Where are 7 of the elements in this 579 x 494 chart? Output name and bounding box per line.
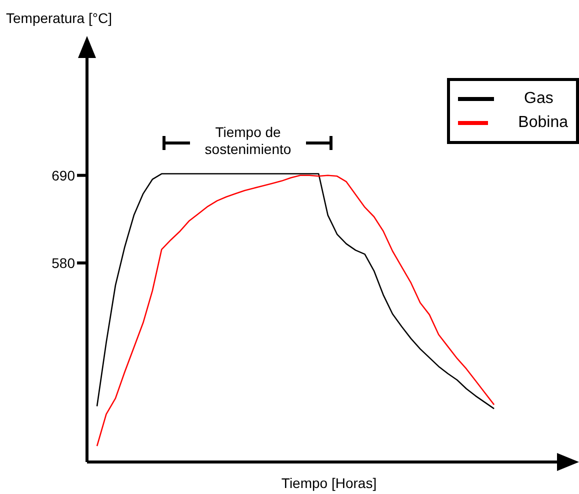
annotation: Tiempo de sostenimiento <box>204 124 292 158</box>
y-axis-title: Temperatura [°C] <box>6 10 112 26</box>
legend-label: Bobina <box>518 114 568 132</box>
x-axis-title: Tiempo [Horas] <box>281 475 377 491</box>
y-tick-label: 580 <box>52 254 76 271</box>
y-tick-label: 690 <box>52 167 76 184</box>
legend-label: Gas <box>524 90 554 108</box>
